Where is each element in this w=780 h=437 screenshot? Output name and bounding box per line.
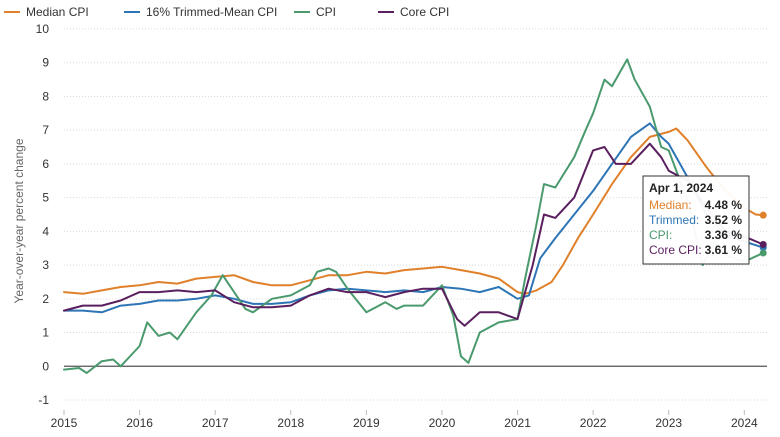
y-tick-label: 1 <box>42 326 49 340</box>
legend: Median CPI 16% Trimmed-Mean CPI CPI Core CP… <box>4 5 449 19</box>
x-tick-label: 2019 <box>353 416 380 430</box>
median-cpi-line <box>63 127 765 295</box>
tooltip-value: 3.61 % <box>705 243 743 257</box>
y-tick-label: 8 <box>42 89 49 103</box>
tooltip-label: Trimmed: <box>649 213 699 227</box>
end-markers <box>759 211 767 257</box>
y-axis-title: Year-over-year percent change <box>12 138 26 303</box>
y-tick-label: -1 <box>38 393 49 407</box>
x-tick-label: 2023 <box>655 416 682 430</box>
x-tick-label: 2022 <box>580 416 607 430</box>
legend-item-median-cpi[interactable]: Median CPI <box>4 5 89 19</box>
legend-item-cpi[interactable]: CPI <box>294 5 336 19</box>
core-cpi-line <box>63 142 765 327</box>
cpi-end-dot <box>759 249 767 257</box>
legend-item-16-trimmed-mean-cpi[interactable]: 16% Trimmed-Mean CPI <box>124 5 277 19</box>
y-tick-label: 7 <box>42 123 49 137</box>
tooltip-label: Core CPI: <box>649 243 702 257</box>
y-axis-ticks: -1 0 1 2 3 4 5 6 7 8 9 10 <box>36 22 50 407</box>
x-tick-label: 2015 <box>51 416 78 430</box>
y-tick-label: 9 <box>42 56 49 70</box>
tooltip: Apr 1, 2024 Median: 4.48 % Trimmed: 3.52 % CP… <box>642 175 750 265</box>
y-tick-label: 6 <box>42 157 49 171</box>
tooltip-label: CPI: <box>649 228 672 242</box>
y-tick-label: 4 <box>42 224 49 238</box>
cpi-line <box>63 58 765 374</box>
tooltip-value: 3.52 % <box>705 213 743 227</box>
x-tick-label: 2024 <box>731 416 758 430</box>
tooltip-title: Apr 1, 2024 <box>649 181 713 195</box>
legend-label: Median CPI <box>26 5 89 19</box>
x-tick-label: 2016 <box>126 416 153 430</box>
x-tick-label: 2017 <box>202 416 229 430</box>
x-tick-label: 2021 <box>504 416 531 430</box>
y-tick-label: 3 <box>42 258 49 272</box>
legend-label: Core CPI <box>400 5 449 19</box>
y-tick-label: 0 <box>42 359 49 373</box>
legend-label: CPI <box>316 5 336 19</box>
y-tick-label: 2 <box>42 292 49 306</box>
y-tick-label: 10 <box>36 22 50 36</box>
legend-label: 16% Trimmed-Mean CPI <box>146 5 277 19</box>
y-tick-label: 5 <box>42 191 49 205</box>
x-tick-label: 2020 <box>429 416 456 430</box>
legend-item-core-cpi[interactable]: Core CPI <box>378 5 449 19</box>
x-axis-ticks: 2015 2016 2017 2018 2019 2020 2021 2022 2023 2024 <box>51 410 758 430</box>
core-cpi-end-dot <box>759 241 767 249</box>
series-lines <box>63 58 765 374</box>
tooltip-value: 4.48 % <box>705 198 743 212</box>
tooltip-label: Median: <box>649 198 692 212</box>
tooltip-value: 3.36 % <box>705 228 743 242</box>
tooltip-box <box>642 175 750 265</box>
median-cpi-end-dot <box>759 211 767 219</box>
x-tick-label: 2018 <box>277 416 304 430</box>
